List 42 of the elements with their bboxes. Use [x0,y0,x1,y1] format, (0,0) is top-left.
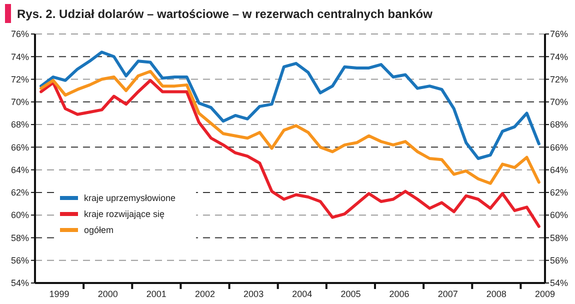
x-tick-label: 2004 [292,289,312,299]
x-tick-label: 2002 [194,289,216,299]
x-tick-label: 2007 [438,289,458,299]
x-tick-label: 2008 [486,289,506,299]
x-tick-label: 2005 [340,289,361,299]
y2-tick-label: 76% [550,29,568,40]
y-tick-label: 74% [10,52,29,62]
line-series [40,78,540,228]
legend-label: kraje uprzemysłowione [84,193,176,204]
x-tick-label: 2003 [244,289,264,299]
y-tick-label: 54% [10,278,29,288]
y-tick-label: 62% [10,188,29,198]
y-tick-label: 64% [10,164,29,175]
line-series [40,70,540,185]
x-tick-label: 1999 [49,289,70,299]
y-tick-label: 60% [10,210,29,220]
y2-tick-label: 56% [550,256,568,266]
y-tick-label: 56% [10,256,29,266]
x-tick-label: 2006 [389,289,410,299]
y-tick-label: 68% [10,120,29,130]
y-tick-label: 70% [10,97,29,108]
line-series [40,50,540,160]
y2-tick-label: 62% [550,188,568,198]
chart-title: Rys. 2. Udział dolarów – wartościowe – w rezerwach centralnych banków [17,7,434,21]
y2-tick-label: 70% [550,97,568,108]
legend-label: kraje rozwijające się [84,209,165,220]
y2-tick-label: 54% [550,278,568,288]
x-tick-label: 2009 [534,289,556,299]
y2-tick-label: 58% [550,232,568,243]
y2-tick-label: 68% [550,120,568,130]
y-tick-label: 76% [10,29,29,40]
y2-tick-label: 64% [550,164,568,175]
y2-tick-label: 72% [550,74,568,84]
y2-tick-label: 66% [550,142,568,152]
y2-tick-label: 60% [550,210,568,220]
y-tick-label: 58% [10,232,29,243]
x-tick-label: 2001 [146,289,166,299]
y-tick-label: 66% [10,142,29,152]
y2-tick-label: 74% [550,52,568,62]
legend-label: ogółem [84,225,114,236]
y-tick-label: 72% [10,74,29,84]
x-tick-label: 2000 [98,289,118,299]
